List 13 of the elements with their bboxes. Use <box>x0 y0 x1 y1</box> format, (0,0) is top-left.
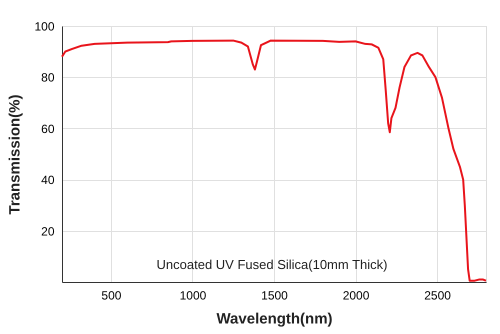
x-tick-label: 500 <box>101 288 122 302</box>
y-tick-label: 40 <box>41 173 55 188</box>
y-tick-label: 80 <box>41 70 55 85</box>
annotation: Uncoated UV Fused Silica(10mm Thick) <box>156 257 388 272</box>
y-axis-title: Transmission(%) <box>6 94 24 215</box>
x-tick-label: 1500 <box>261 288 288 302</box>
x-axis-title: Wavelength(nm) <box>216 310 333 328</box>
x-tick-label: 2000 <box>342 288 370 302</box>
x-tick-label: 2500 <box>424 288 452 302</box>
y-tick-label: 100 <box>34 20 55 34</box>
y-tick-label: 20 <box>41 224 55 238</box>
y-tick-label: 60 <box>41 122 55 136</box>
x-tick-label: 1000 <box>180 288 207 302</box>
